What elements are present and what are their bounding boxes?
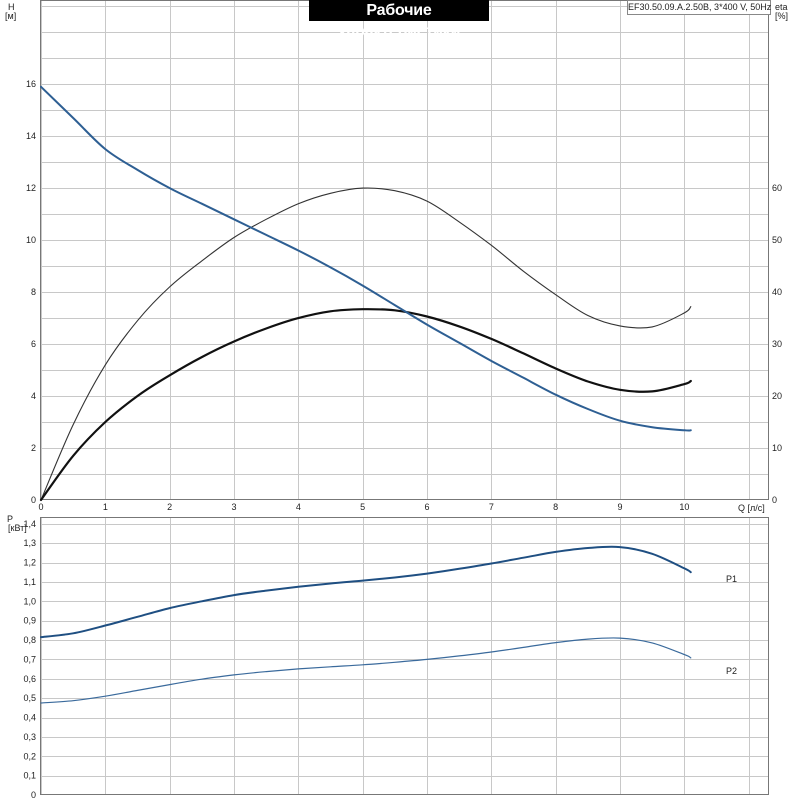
eta-curve — [40, 187, 692, 501]
chart-title: Рабочие характеристики — [309, 0, 489, 40]
power-axis-label: P — [7, 514, 13, 524]
eta-tick-label: 10 — [772, 443, 782, 453]
bottom-chart-frame — [40, 517, 769, 795]
power-tick-label: 0,9 — [23, 616, 36, 626]
head-tick-label: 4 — [31, 391, 36, 401]
tick-layer: 0 1 2 3 4 5 6 7 8 9 100246810121416010203040506000… — [23, 79, 782, 800]
x-tick-label: 9 — [618, 502, 623, 512]
flow-axis-label: Q [л/с] — [738, 503, 765, 513]
eta-tick-label: 0 — [772, 495, 777, 505]
x-tick-label: 5 — [360, 502, 365, 512]
head-tick-label: 12 — [26, 183, 36, 193]
x-tick-label: 0 — [38, 502, 43, 512]
head-tick-label: 6 — [31, 339, 36, 349]
power-tick-label: 0,6 — [23, 674, 36, 684]
power-tick-label: 0 — [31, 790, 36, 800]
power-tick-label: 1,0 — [23, 596, 36, 606]
power-tick-label: 0,2 — [23, 751, 36, 761]
power-tick-label: 0,1 — [23, 771, 36, 781]
head-curve — [40, 85, 692, 432]
x-tick-label: 4 — [296, 502, 301, 512]
power-tick-label: 1,4 — [23, 519, 36, 529]
x-tick-label: 3 — [232, 502, 237, 512]
grid-layer — [41, 1, 768, 795]
second-eta-curve — [39, 308, 692, 502]
head-tick-label: 0 — [31, 495, 36, 505]
eta-axis-label: eta — [775, 2, 788, 12]
curve-layer — [39, 85, 692, 704]
head-tick-label: 10 — [26, 235, 36, 245]
x-tick-label: 1 — [103, 502, 108, 512]
head-axis-unit: [м] — [5, 11, 16, 21]
power-tick-label: 0,4 — [23, 713, 36, 723]
head-tick-label: 2 — [31, 443, 36, 453]
p2-curve — [40, 637, 692, 704]
power-tick-label: 0,8 — [23, 635, 36, 645]
head-tick-label: 8 — [31, 287, 36, 297]
power-tick-label: 1,3 — [23, 538, 36, 548]
p1-series-label: P1 — [726, 574, 737, 584]
power-axis-unit: [кВт] — [8, 523, 27, 533]
eta-tick-label: 50 — [772, 235, 782, 245]
power-tick-label: 0,5 — [23, 693, 36, 703]
eta-tick-label: 20 — [772, 391, 782, 401]
head-tick-label: 14 — [26, 131, 36, 141]
x-tick-label: 10 — [679, 502, 689, 512]
eta-tick-label: 30 — [772, 339, 782, 349]
x-tick-label: 6 — [425, 502, 430, 512]
frame-layer — [40, 0, 769, 795]
p1-curve — [40, 545, 692, 639]
head-axis-label: H — [8, 2, 15, 12]
p2-series-label: P2 — [726, 666, 737, 676]
model-label: EF30.50.09.A.2.50B, 3*400 V, 50Hz — [627, 0, 771, 15]
eta-axis-unit: [%] — [775, 11, 788, 21]
power-tick-label: 0,7 — [23, 654, 36, 664]
eta-tick-label: 40 — [772, 287, 782, 297]
top-chart-frame — [40, 0, 769, 500]
eta-tick-label: 60 — [772, 183, 782, 193]
x-tick-label: 2 — [167, 502, 172, 512]
power-tick-label: 1,2 — [23, 558, 36, 568]
x-tick-label: 7 — [489, 502, 494, 512]
power-tick-label: 0,3 — [23, 732, 36, 742]
power-tick-label: 1,1 — [23, 577, 36, 587]
head-tick-label: 16 — [26, 79, 36, 89]
x-tick-label: 8 — [553, 502, 558, 512]
